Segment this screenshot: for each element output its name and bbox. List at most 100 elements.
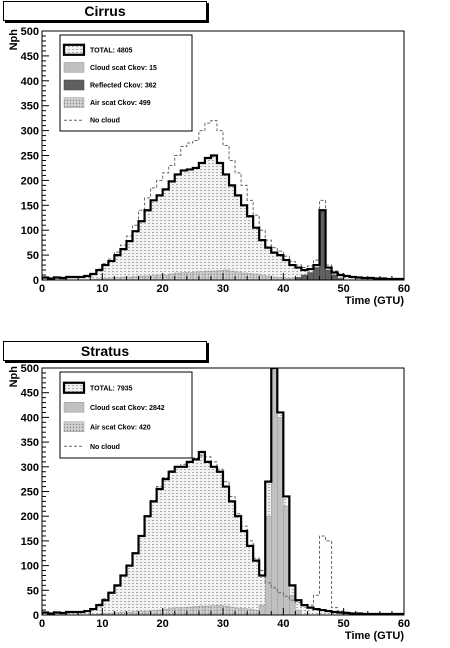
legend-label-total: TOTAL: 4805 (90, 47, 133, 54)
x-tick-label: 0 (39, 618, 45, 630)
x-tick-label: 20 (157, 618, 169, 630)
air-bin (180, 272, 188, 280)
air-bin (186, 606, 194, 615)
x-tick-label: 40 (277, 618, 289, 630)
air-bin (174, 272, 182, 280)
y-tick-label: 150 (21, 536, 39, 548)
total-bin (126, 241, 133, 280)
x-tick-label: 50 (338, 618, 350, 630)
total-bin (331, 612, 338, 615)
air-bin (192, 271, 200, 280)
total-bin (343, 276, 350, 280)
y-tick-label: 0 (33, 610, 39, 622)
air-bin (150, 610, 157, 615)
total-bin (144, 516, 151, 615)
cloud-bin (295, 609, 302, 615)
stratus-panel: Stratus 0 50 100 150 200 250 300 350 400 450 500 0 1… (0, 336, 450, 648)
reflected-bin (301, 274, 308, 280)
x-tick-label: 60 (398, 618, 410, 630)
air-bin (228, 270, 236, 280)
total-bin (114, 585, 121, 615)
total-bin (223, 486, 230, 615)
total-bin (96, 270, 103, 280)
total-bin (120, 575, 127, 615)
air-bin (216, 604, 224, 615)
total-bin (295, 600, 302, 615)
air-bin (198, 605, 206, 615)
total-bin (259, 575, 266, 615)
cirrus-title: Cirrus (3, 1, 207, 21)
air-bin (168, 607, 175, 615)
x-axis-title: Time (GTU) (345, 630, 404, 642)
total-bin (265, 247, 272, 280)
total-bin (168, 181, 175, 280)
total-bin (78, 612, 85, 615)
y-tick-label: 450 (21, 51, 39, 63)
x-tick-label: 10 (96, 618, 108, 630)
legend-swatch-cloud (63, 402, 85, 413)
total-bin (307, 607, 314, 615)
total-bin (235, 516, 242, 615)
air-bin (168, 273, 175, 280)
total-bin (162, 189, 169, 280)
legend-label-total: TOTAL: 7935 (90, 385, 133, 392)
total-bin (204, 157, 211, 280)
total-bin (229, 185, 236, 280)
air-bin (144, 275, 151, 280)
total-bin (114, 255, 121, 280)
y-tick-label: 300 (21, 126, 39, 138)
y-tick-label: 250 (21, 151, 39, 163)
total-bin (198, 162, 205, 280)
y-axis-title: Nph (8, 29, 20, 51)
y-tick-label: 250 (21, 487, 39, 499)
total-bin (72, 612, 79, 615)
total-bin (337, 275, 344, 280)
total-bin (132, 553, 139, 615)
total-bin (156, 195, 163, 280)
no-cloud-line (42, 120, 404, 280)
air-bin (162, 274, 169, 280)
total-bin (198, 451, 205, 615)
air-bin (240, 272, 248, 280)
reflected-bin (307, 272, 314, 280)
total-bin (259, 240, 266, 280)
total-bin (241, 531, 248, 615)
air-bin (198, 271, 206, 280)
legend-swatch-cloud (63, 62, 85, 73)
stratus-chart: 0 50 100 150 200 250 300 350 400 450 500 0 10 20 30 40 5… (8, 363, 410, 642)
air-bin (210, 605, 218, 615)
total-bin (180, 466, 187, 615)
total-bin (150, 501, 157, 615)
air-bin (186, 272, 194, 280)
y-tick-label: 200 (21, 175, 39, 187)
y-tick-label: 150 (21, 200, 39, 212)
legend-label-nocloud: No cloud (90, 118, 120, 125)
total-bin (90, 274, 97, 280)
legend-label-air: Air scat Ckov: 420 (90, 424, 151, 431)
total-bin (84, 611, 91, 615)
y-axis-title: Nph (8, 366, 20, 388)
total-bin (313, 609, 320, 615)
air-bin (174, 607, 182, 615)
total-bin (126, 565, 133, 615)
legend-swatch-total (62, 381, 86, 394)
total-bin (84, 276, 91, 280)
air-bin (144, 610, 151, 615)
legend-label-air: Air scat Ckov: 499 (90, 100, 151, 107)
total-bin (223, 174, 230, 280)
air-bin (204, 605, 212, 615)
y-tick-label: 400 (21, 412, 39, 424)
total-bin (156, 489, 163, 615)
total-bin (349, 277, 356, 280)
air-bin (138, 610, 145, 615)
total-bin (186, 169, 193, 280)
cloud-bin (258, 604, 266, 615)
x-tick-label: 60 (398, 283, 410, 295)
x-tick-label: 20 (157, 283, 169, 295)
total-bin (355, 277, 362, 280)
y-tick-label: 300 (21, 462, 39, 474)
legend-swatch-total (62, 43, 86, 56)
total-bin (319, 610, 326, 615)
y-tick-label: 350 (21, 101, 39, 113)
total-bin (42, 612, 49, 615)
